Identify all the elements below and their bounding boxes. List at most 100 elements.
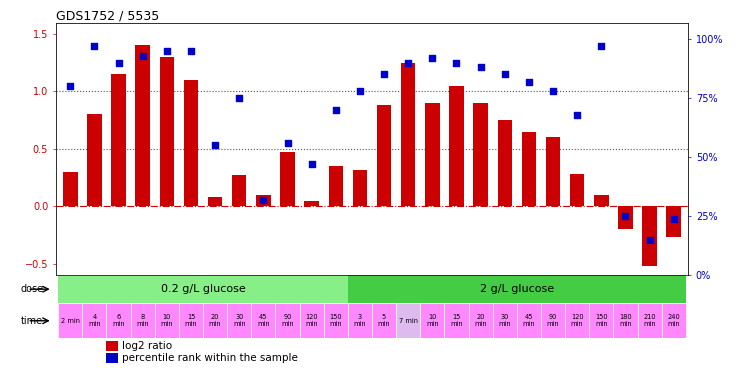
Point <box>668 216 680 222</box>
Bar <box>131 303 155 339</box>
Text: 4
min: 4 min <box>88 314 100 327</box>
Point <box>281 140 293 146</box>
Bar <box>589 303 613 339</box>
Text: 3
min: 3 min <box>353 314 366 327</box>
Bar <box>661 303 686 339</box>
Point <box>161 48 173 54</box>
Text: 45
min: 45 min <box>522 314 535 327</box>
Bar <box>594 195 609 206</box>
Text: 2 g/L glucose: 2 g/L glucose <box>480 284 554 294</box>
Text: 90
min: 90 min <box>547 314 559 327</box>
Bar <box>58 275 348 303</box>
Text: 240
min: 240 min <box>667 314 680 327</box>
Point <box>498 72 510 78</box>
Point <box>378 72 390 78</box>
Bar <box>376 105 391 206</box>
Text: 7 min: 7 min <box>399 318 417 324</box>
Bar <box>498 120 512 206</box>
Bar <box>304 201 319 206</box>
Bar <box>353 170 368 206</box>
Text: 30
min: 30 min <box>498 314 511 327</box>
Text: 30
min: 30 min <box>233 314 246 327</box>
Point <box>112 60 124 66</box>
Text: dose: dose <box>20 284 43 294</box>
Bar <box>106 303 131 339</box>
Bar <box>208 197 222 206</box>
Text: 150
min: 150 min <box>595 314 608 327</box>
Bar <box>469 303 493 339</box>
Text: GDS1752 / 5535: GDS1752 / 5535 <box>56 9 159 22</box>
Text: 10
min: 10 min <box>161 314 173 327</box>
Bar <box>396 303 420 339</box>
Bar <box>227 303 251 339</box>
Text: 15
min: 15 min <box>450 314 463 327</box>
Bar <box>251 303 275 339</box>
Point <box>403 60 414 66</box>
Point <box>354 88 366 94</box>
Point <box>330 107 341 113</box>
Point <box>64 83 76 89</box>
Point <box>137 53 149 58</box>
Bar <box>63 172 77 206</box>
Bar <box>106 353 118 363</box>
Text: 5
min: 5 min <box>378 314 391 327</box>
Point <box>620 213 632 219</box>
Bar <box>348 303 372 339</box>
Bar <box>324 303 348 339</box>
Bar <box>280 152 295 206</box>
Point <box>595 43 607 49</box>
Text: 20
min: 20 min <box>209 314 222 327</box>
Text: 15
min: 15 min <box>185 314 197 327</box>
Text: 2 min: 2 min <box>61 318 80 324</box>
Bar <box>275 303 300 339</box>
Text: 120
min: 120 min <box>571 314 583 327</box>
Text: percentile rank within the sample: percentile rank within the sample <box>122 353 298 363</box>
Point <box>89 43 100 49</box>
Bar <box>179 303 203 339</box>
Bar <box>667 206 681 237</box>
Bar <box>155 303 179 339</box>
Bar <box>83 303 106 339</box>
Text: time: time <box>21 316 43 326</box>
Bar <box>372 303 396 339</box>
Bar <box>401 63 415 206</box>
Text: 6
min: 6 min <box>112 314 125 327</box>
Bar <box>112 74 126 206</box>
Text: 8
min: 8 min <box>136 314 149 327</box>
Bar <box>232 176 246 206</box>
Bar <box>160 57 174 206</box>
Bar <box>256 195 271 206</box>
Bar <box>541 303 565 339</box>
Bar <box>618 206 632 230</box>
Point <box>523 78 535 84</box>
Bar <box>638 303 661 339</box>
Bar <box>570 174 584 206</box>
Bar <box>546 137 560 206</box>
Point <box>571 112 583 118</box>
Point <box>234 95 246 101</box>
Text: 150
min: 150 min <box>330 314 342 327</box>
Bar <box>493 303 517 339</box>
Bar <box>565 303 589 339</box>
Bar <box>184 80 198 206</box>
Point <box>209 142 221 148</box>
Bar <box>517 303 541 339</box>
Point <box>644 237 655 243</box>
Bar <box>300 303 324 339</box>
Bar <box>135 45 150 206</box>
Text: 210
min: 210 min <box>644 314 656 327</box>
Bar <box>203 303 227 339</box>
Point <box>306 161 318 167</box>
Point <box>185 48 197 54</box>
Text: log2 ratio: log2 ratio <box>122 341 173 351</box>
Bar <box>449 86 464 206</box>
Text: 120
min: 120 min <box>305 314 318 327</box>
Text: 45
min: 45 min <box>257 314 269 327</box>
Bar <box>642 206 657 266</box>
Bar <box>58 303 83 339</box>
Bar <box>473 103 488 206</box>
Point <box>426 55 438 61</box>
Text: 20
min: 20 min <box>475 314 487 327</box>
Bar <box>420 303 444 339</box>
Point <box>475 64 487 70</box>
